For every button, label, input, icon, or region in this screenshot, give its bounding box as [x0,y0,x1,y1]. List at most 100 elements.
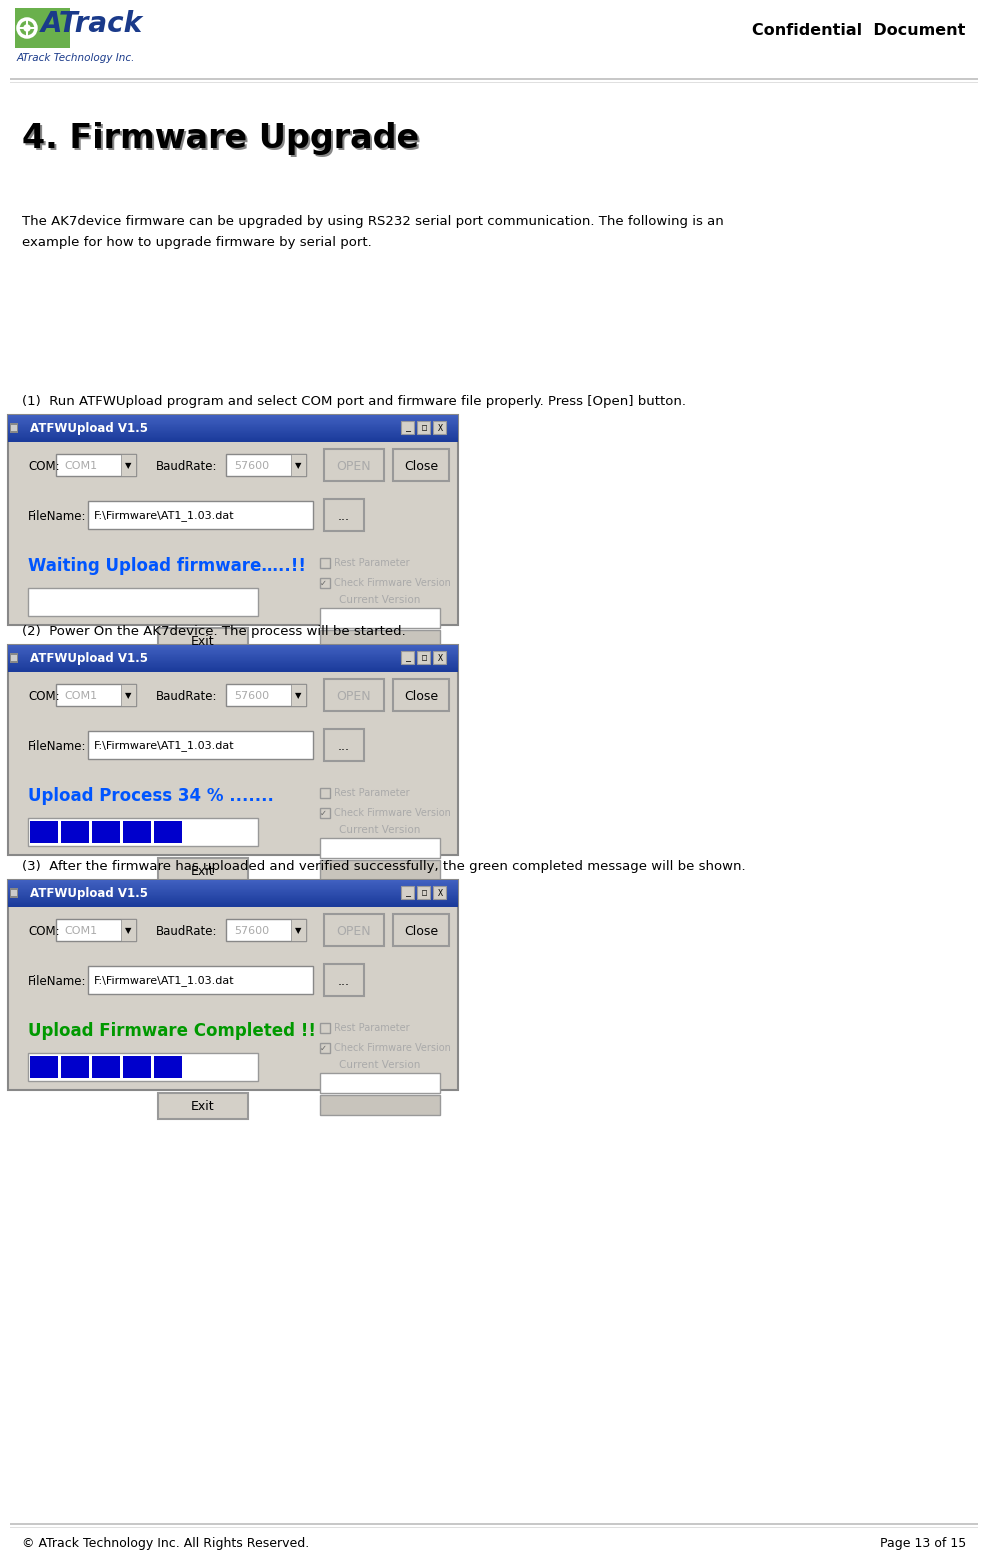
Bar [123,822,151,843]
Text: ATFWUpload V1.5: ATFWUpload V1.5 [30,887,148,900]
Text: Rest Parameter: Rest Parameter [334,1023,410,1034]
Bar [324,730,364,761]
Bar [88,500,313,529]
Text: OPEN: OPEN [337,924,371,937]
Text: ▼: ▼ [124,461,131,471]
Bar [121,684,136,706]
Text: Exit: Exit [192,1099,214,1113]
Bar [324,449,384,482]
Text: 4. Firmware Upgrade: 4. Firmware Upgrade [22,122,419,154]
Text: ▼: ▼ [124,692,131,700]
Bar [10,422,18,433]
Bar [393,449,449,482]
Text: ATFWUpload V1.5: ATFWUpload V1.5 [30,652,148,664]
Bar [433,652,446,664]
Text: Current Version: Current Version [339,596,421,605]
Bar [393,914,449,946]
Bar [320,1023,330,1034]
Text: F:\Firmware\AT1_1.03.dat: F:\Firmware\AT1_1.03.dat [94,976,234,987]
Bar [158,1093,248,1119]
Bar [56,454,136,475]
Text: X: X [438,889,443,898]
Text: 4. Firmware Upgrade: 4. Firmware Upgrade [24,125,421,157]
Bar [158,628,248,653]
Bar [154,1055,182,1077]
Text: F:\Firmware\AT1_1.03.dat: F:\Firmware\AT1_1.03.dat [94,510,234,521]
Bar [10,653,18,663]
Bar [417,886,430,900]
Text: ...: ... [338,510,350,522]
Text: FileName:: FileName: [28,739,87,753]
Bar [324,499,364,532]
Text: © ATrack Technology Inc. All Rights Reserved.: © ATrack Technology Inc. All Rights Rese… [22,1537,309,1550]
Text: Current Version: Current Version [339,825,421,836]
Text: OPEN: OPEN [337,689,371,703]
Text: Current Version: Current Version [339,1060,421,1069]
Text: F:\Firmware\AT1_1.03.dat: F:\Firmware\AT1_1.03.dat [94,741,234,751]
Bar [324,680,384,711]
Bar [433,886,446,900]
Text: ...: ... [338,974,350,987]
Bar [291,684,306,706]
Text: ▼: ▼ [124,926,131,935]
Bar [30,1055,58,1077]
Bar [291,454,306,475]
Bar [88,967,313,995]
Text: Upload Firmware Completed !!: Upload Firmware Completed !! [28,1023,316,1040]
Text: Upload Process 34 % .......: Upload Process 34 % ....... [28,787,274,804]
Text: Waiting Upload firmware…..!!: Waiting Upload firmware…..!! [28,557,306,575]
Bar [401,421,414,433]
Text: BaudRate:: BaudRate: [156,924,217,937]
Bar [320,1073,440,1093]
Text: ▼: ▼ [294,926,301,935]
Bar [8,879,458,1090]
Bar [11,890,17,896]
Text: COM:: COM: [28,460,59,472]
Text: □: □ [422,424,427,432]
Text: COM1: COM1 [64,691,97,702]
Bar [320,861,440,879]
Text: ATrack: ATrack [41,9,143,37]
Text: Rest Parameter: Rest Parameter [334,787,410,798]
Bar [61,822,89,843]
Bar [324,963,364,996]
Bar [88,731,313,759]
Text: _: _ [405,424,410,432]
Text: ▼: ▼ [294,461,301,471]
Bar [320,578,330,588]
Text: COM:: COM: [28,924,59,937]
Bar [320,808,330,818]
Text: Exit: Exit [192,635,214,647]
Text: ▼: ▼ [294,692,301,700]
Text: (2)  Power On the AK7device. The process will be started.: (2) Power On the AK7device. The process … [22,625,406,638]
Bar [61,1055,89,1077]
Text: Close: Close [404,689,438,703]
Bar [30,822,58,843]
Text: OPEN: OPEN [337,460,371,472]
Bar [417,652,430,664]
Bar [158,857,248,884]
Bar [320,608,440,628]
Text: COM1: COM1 [64,926,97,935]
Bar [324,914,384,946]
Text: FileName:: FileName: [28,510,87,522]
Text: X: X [438,424,443,432]
Bar [28,588,258,616]
Bar [320,1043,330,1052]
Bar [226,684,306,706]
Bar [8,645,458,854]
Bar [226,918,306,942]
Text: Check Firmware Version: Check Firmware Version [334,808,451,818]
Text: 57600: 57600 [234,691,269,702]
Bar [92,1055,120,1077]
Bar [401,886,414,900]
Bar [28,818,258,847]
Text: Exit: Exit [192,865,214,878]
Text: ...: ... [338,739,350,753]
Bar [123,1055,151,1077]
Bar [154,822,182,843]
Text: (3)  After the firmware has uploaded and verified successfully, the green comple: (3) After the firmware has uploaded and … [22,861,746,873]
Circle shape [24,25,30,31]
Bar [320,839,440,857]
Text: _: _ [405,653,410,663]
